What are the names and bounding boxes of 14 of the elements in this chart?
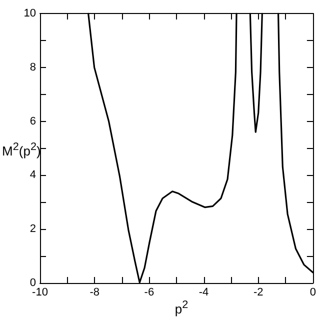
y-tick-label: 8 <box>30 61 36 74</box>
y-tick-label: 0 <box>30 277 36 289</box>
x-tick-label: -8 <box>90 286 100 298</box>
y-tick-label: 4 <box>30 169 36 182</box>
x-tick-label: -4 <box>198 286 209 298</box>
x-tick-label: -6 <box>144 286 154 298</box>
y-tick-label: 6 <box>30 115 36 128</box>
x-tick-label: 0 <box>310 286 316 298</box>
x-tick-label: -2 <box>253 286 264 298</box>
x-tick-label: -10 <box>32 286 48 298</box>
y-tick-label: 2 <box>30 223 36 236</box>
y-tick-label: 10 <box>24 8 36 20</box>
y-axis-title: M$^{2}$(p$^{2}$) <box>2 140 41 158</box>
x-axis-title: p$^{2}$ <box>174 298 190 316</box>
